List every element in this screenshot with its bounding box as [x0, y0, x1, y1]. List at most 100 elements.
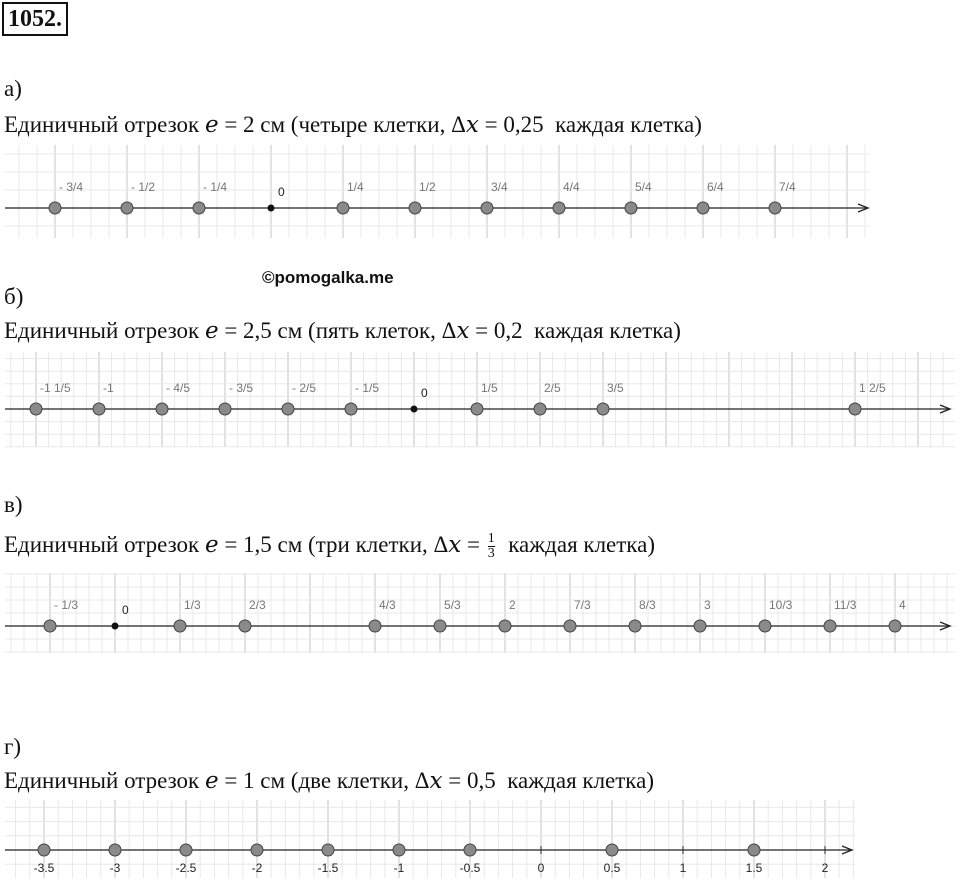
- zero-point: [410, 405, 418, 413]
- point: [238, 619, 252, 633]
- point-label: 3/5: [607, 381, 624, 395]
- point: [218, 402, 232, 416]
- point-label: 10/3: [769, 598, 793, 612]
- point: [758, 619, 772, 633]
- axis-arrow: [939, 621, 952, 631]
- point: [696, 201, 710, 215]
- axis-arrow: [939, 404, 952, 414]
- tick-label: -1.5: [318, 861, 339, 875]
- point: [344, 402, 358, 416]
- section-description: Единичный отрезок 𝑒 = 2 см (четыре клетк…: [4, 112, 702, 137]
- section-letter: а): [4, 76, 22, 101]
- zero-label: 0: [421, 386, 428, 400]
- point: [336, 201, 350, 215]
- tick-label: 0.5: [604, 861, 621, 875]
- point-label: 6/4: [707, 180, 724, 194]
- point: [408, 201, 422, 215]
- point: [433, 619, 447, 633]
- section-letter: г): [4, 734, 22, 759]
- point: [173, 619, 187, 633]
- point: [281, 402, 295, 416]
- point-label: 8/3: [639, 598, 656, 612]
- tick-label: 0: [538, 861, 545, 875]
- point: [179, 843, 193, 857]
- point-label: 2/5: [544, 381, 561, 395]
- tick-label: -3.5: [34, 861, 55, 875]
- point-label: 1 2/5: [859, 381, 886, 395]
- point-label: 4/4: [563, 180, 580, 194]
- point: [155, 402, 169, 416]
- point: [624, 201, 638, 215]
- axis-arrow: [857, 203, 870, 213]
- point: [498, 619, 512, 633]
- point-label: 7/4: [779, 180, 796, 194]
- point: [480, 201, 494, 215]
- section-letter: б): [4, 284, 24, 309]
- point: [120, 201, 134, 215]
- section-description: Единичный отрезок 𝑒 = 1 см (две клетки, …: [4, 768, 654, 793]
- point-label: 5/4: [635, 180, 652, 194]
- point: [848, 402, 862, 416]
- zero-point: [267, 204, 275, 212]
- point-label: - 3/5: [229, 381, 253, 395]
- point: [605, 843, 619, 857]
- point: [392, 843, 406, 857]
- point-label: 2/3: [249, 598, 266, 612]
- axis-arrow: [841, 845, 854, 855]
- point-label: 3: [704, 598, 711, 612]
- problem-number: 1052.: [2, 2, 68, 36]
- point-label: 4: [899, 598, 906, 612]
- point: [628, 619, 642, 633]
- numerator: 1: [487, 531, 495, 548]
- point-label: 4/3: [379, 598, 396, 612]
- point: [37, 843, 51, 857]
- point: [48, 201, 62, 215]
- tick-label: 1: [680, 861, 687, 875]
- tick-label: 2: [822, 861, 829, 875]
- point-label: - 1/2: [131, 180, 155, 194]
- tick-label: -3: [110, 861, 121, 875]
- point-label: 2: [509, 598, 516, 612]
- zero-label: 0: [122, 603, 129, 617]
- point: [192, 201, 206, 215]
- point: [888, 619, 902, 633]
- tick-label: -0.5: [460, 861, 481, 875]
- point: [250, 843, 264, 857]
- point-label: 3/4: [491, 180, 508, 194]
- tick-label: 1.5: [746, 861, 763, 875]
- point: [552, 201, 566, 215]
- section-description: Единичный отрезок 𝑒 = 1,5 см (три клетки…: [4, 532, 655, 561]
- denominator: 3: [487, 546, 495, 562]
- watermark: ©pomogalka.me: [262, 268, 394, 287]
- point: [29, 402, 43, 416]
- point: [321, 843, 335, 857]
- point-label: -1: [103, 381, 114, 395]
- point-label: - 1/4: [203, 180, 227, 194]
- section-letter: в): [4, 492, 23, 517]
- zero-point: [111, 622, 119, 630]
- point-label: 1/5: [481, 381, 498, 395]
- point: [368, 619, 382, 633]
- point-label: - 3/4: [59, 180, 83, 194]
- description-text: Единичный отрезок 𝑒 = 1,5 см (три клетки…: [4, 532, 486, 557]
- point-label: 7/3: [574, 598, 591, 612]
- point: [747, 843, 761, 857]
- point: [563, 619, 577, 633]
- point: [693, 619, 707, 633]
- description-text: каждая клетка): [496, 532, 656, 557]
- point-label: - 2/5: [292, 381, 316, 395]
- point-label: - 1/5: [355, 381, 379, 395]
- point: [92, 402, 106, 416]
- tick-label: -2: [252, 861, 263, 875]
- point: [533, 402, 547, 416]
- point-label: 1/2: [419, 180, 436, 194]
- point: [108, 843, 122, 857]
- point-label: - 4/5: [166, 381, 190, 395]
- point: [768, 201, 782, 215]
- point: [43, 619, 57, 633]
- point-label: 1/4: [347, 180, 364, 194]
- point-label: - 1/3: [54, 598, 78, 612]
